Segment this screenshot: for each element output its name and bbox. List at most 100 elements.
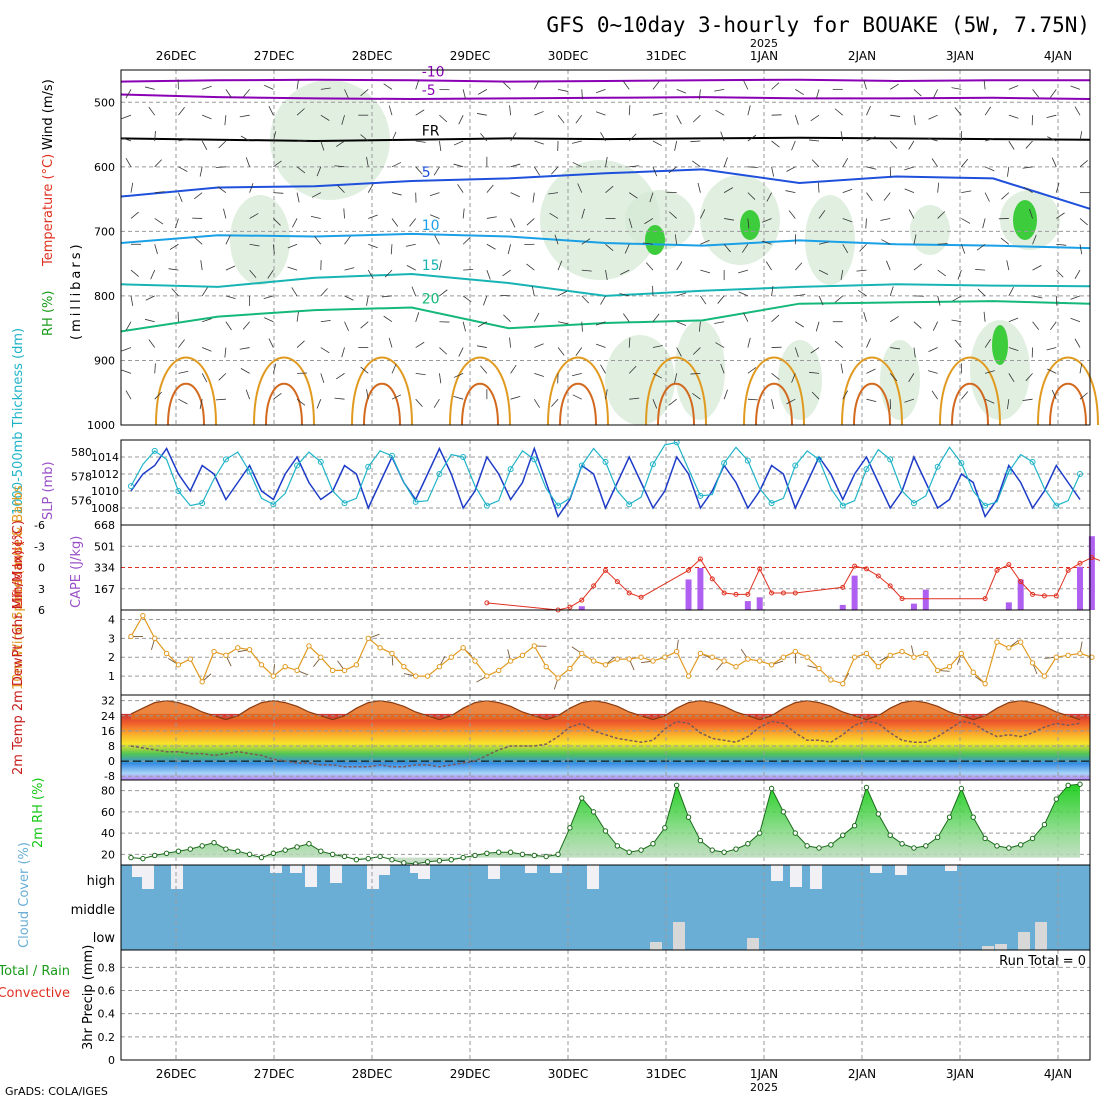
wind-speed-point [899, 648, 905, 655]
temperature-area [131, 700, 1080, 720]
lifted-index-point [603, 567, 608, 573]
temp-tick: 16 [101, 725, 115, 738]
wind-barb [334, 397, 345, 400]
wind-barb [406, 265, 416, 271]
wind-speed-point [1077, 650, 1083, 657]
wind-barb [1079, 160, 1088, 168]
wind-barb [913, 115, 916, 126]
wind-barb [795, 262, 803, 271]
isotherm--5 [120, 93, 1091, 101]
wind-barb [984, 166, 995, 172]
thickness-point [317, 458, 324, 465]
wind-barb [605, 243, 614, 252]
temp-tick: 32 [101, 695, 115, 708]
bottom-date-axis: 26DEC 27DEC 28DEC 29DEC 30DEC 31DEC 1JAN 2JAN 3J… [156, 1067, 1072, 1081]
wind-barb [145, 295, 155, 301]
wind-barb [415, 140, 426, 143]
rh-point [840, 832, 846, 838]
wind-barb [889, 373, 898, 382]
wind-barb [1032, 321, 1040, 330]
date-tick-bottom: 29DEC [450, 1067, 490, 1081]
wind-barb [904, 398, 915, 403]
wind-barb [554, 234, 559, 245]
wind-barb [1079, 218, 1088, 226]
wind-barb [1055, 269, 1064, 278]
wind-barb [411, 286, 417, 297]
wind-barb [857, 289, 867, 297]
wind-barb [383, 83, 393, 90]
rh-point [353, 856, 360, 863]
rh-point [863, 784, 870, 791]
wind-barb [388, 337, 393, 348]
wind-barb [462, 89, 466, 100]
lifted-index-point [863, 566, 869, 572]
lifted-index-point [875, 573, 881, 579]
wind-barb [866, 136, 876, 142]
wind-speed-point [1017, 639, 1024, 645]
year-label-top: 2025 [750, 37, 778, 50]
wind-barb [526, 263, 535, 271]
wind-barb [761, 240, 772, 245]
wind-barb [462, 321, 466, 332]
rh-point [484, 850, 490, 857]
lifted-index-point [626, 590, 632, 596]
wind-barb [480, 365, 488, 374]
lifted-index-point [1077, 560, 1083, 566]
wind-barb [928, 114, 938, 120]
wind-barb [865, 218, 867, 229]
wind-barb [405, 243, 416, 247]
wind-barb [927, 137, 938, 142]
rh-high-shade [740, 210, 760, 240]
isotherm-30 [461, 382, 499, 426]
wind-barb [503, 82, 511, 90]
wind-barb [217, 186, 227, 193]
thickness-point [222, 456, 229, 463]
wind-barb [391, 192, 402, 196]
rh-point [1077, 781, 1083, 787]
rh-point [709, 847, 715, 853]
wind-barb [463, 268, 474, 271]
wind-barb [366, 156, 369, 167]
thickness-point [388, 452, 395, 459]
wind-barb [1023, 186, 1033, 193]
wind-barb [201, 373, 208, 383]
wind-barb [976, 243, 986, 251]
wind-barb [889, 286, 894, 297]
wind-speed-point [211, 648, 217, 655]
wind-barb [199, 166, 203, 177]
wind-speed-point [318, 654, 324, 660]
wind-speed-point [828, 677, 834, 683]
wind-barb [462, 237, 471, 245]
wind-barb [600, 132, 606, 142]
wind-barb [904, 166, 915, 171]
wind-barb [534, 140, 544, 145]
wind-barb [1008, 114, 1019, 119]
wind-barb [715, 342, 725, 348]
wind-barb [225, 265, 236, 271]
wind-barb [863, 312, 867, 322]
rh-point [460, 854, 466, 861]
date-tick-top: 3JAN [946, 49, 974, 63]
wind-barb [951, 319, 962, 323]
wind-barb [360, 321, 369, 329]
wind-barb [842, 244, 849, 254]
wind-barb [762, 218, 772, 223]
wind-speed-point [875, 663, 882, 670]
wind-barb [628, 218, 633, 229]
wind-barb [273, 218, 281, 226]
wind-barb [148, 106, 156, 116]
wind-barb [629, 192, 638, 199]
wind-barb [453, 140, 464, 146]
wind-barb [200, 260, 203, 271]
high-cloud-block [330, 865, 342, 883]
wind-barb [983, 79, 986, 90]
wind-barb [272, 363, 277, 374]
wind-barb [720, 363, 725, 374]
rh-point [424, 859, 431, 865]
cape-bar [1017, 579, 1024, 610]
wind-barb [296, 398, 306, 406]
wind-barb [148, 339, 156, 348]
lifted-index-point [769, 590, 775, 596]
pressure-tick: 700 [94, 225, 115, 238]
